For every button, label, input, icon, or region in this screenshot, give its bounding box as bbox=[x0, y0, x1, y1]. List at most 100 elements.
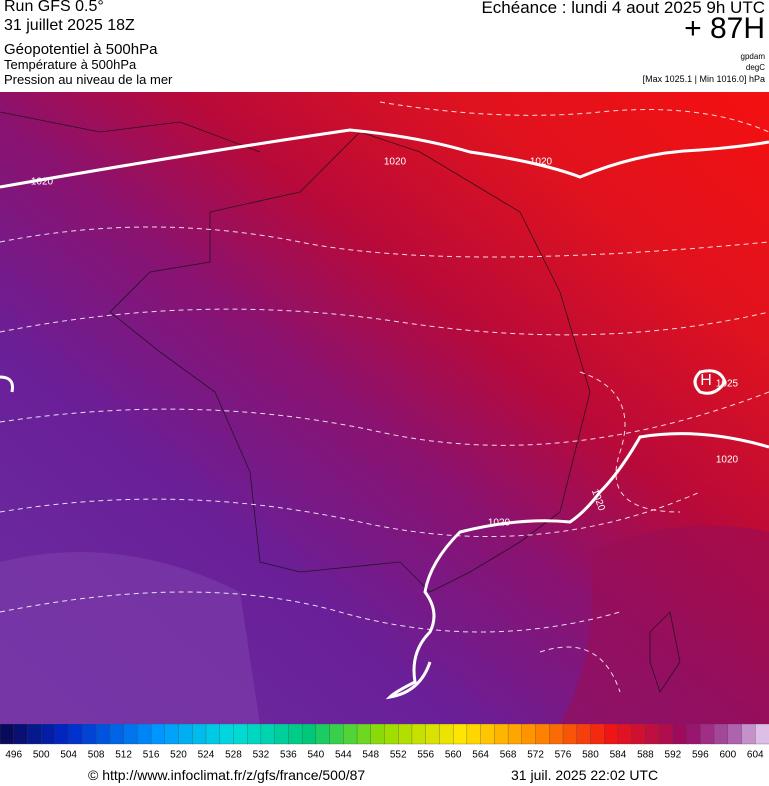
colorbar-label: 508 bbox=[88, 750, 105, 761]
colorbar-label: 532 bbox=[253, 750, 270, 761]
colorbar-swatch bbox=[82, 724, 97, 745]
run-date: 31 juillet 2025 18Z bbox=[4, 17, 135, 34]
colorbar-swatch bbox=[41, 724, 56, 745]
isotherms bbox=[0, 101, 769, 693]
colorbar-swatch bbox=[329, 724, 344, 745]
colorbar-swatch bbox=[384, 724, 399, 745]
colorbar-label: 524 bbox=[198, 750, 215, 761]
coastlines bbox=[0, 111, 681, 693]
colorbar-swatch bbox=[95, 724, 111, 745]
colorbar: 496 500 504 508 512 516 520 524 528 532 536 540 544 5… bbox=[0, 724, 769, 761]
unit-temp: degC bbox=[745, 63, 765, 72]
unit-geo: gpdam bbox=[740, 52, 765, 61]
isobar-label: 1020 bbox=[716, 455, 739, 466]
colorbar-swatch bbox=[411, 724, 427, 745]
temperature-label: Température à 500hPa bbox=[4, 57, 137, 72]
isobar-label: 1020 bbox=[384, 157, 407, 168]
pressure-range: [Max 1025.1 | Min 1016.0] hPa bbox=[642, 74, 765, 84]
colorbar-swatch bbox=[137, 724, 152, 745]
colorbar-swatch bbox=[192, 724, 207, 745]
colorbar-swatch bbox=[535, 724, 550, 745]
colorbar-swatch bbox=[178, 724, 193, 745]
colorbar-swatch bbox=[672, 724, 688, 745]
colorbar-label: 516 bbox=[143, 750, 160, 761]
colorbar-swatch bbox=[453, 724, 468, 745]
colorbar-swatch bbox=[521, 724, 537, 745]
isobar-label: 1020 bbox=[530, 157, 553, 168]
colorbar-swatch bbox=[576, 724, 592, 745]
colorbar-swatch bbox=[494, 724, 509, 745]
colorbar-label: 528 bbox=[225, 750, 242, 761]
colorbar-label: 540 bbox=[307, 750, 324, 761]
isobar-label: 1020 bbox=[488, 518, 511, 529]
colorbar-label: 556 bbox=[417, 750, 434, 761]
colorbar-swatch bbox=[27, 724, 42, 745]
colorbar-swatch bbox=[219, 724, 235, 745]
high-marker: H bbox=[700, 372, 712, 389]
colorbar-label: 544 bbox=[335, 750, 352, 761]
colorbar-swatch bbox=[562, 724, 578, 745]
colorbar-swatch bbox=[274, 724, 290, 745]
colorbar-label: 592 bbox=[665, 750, 682, 761]
colorbar-swatch bbox=[150, 724, 166, 745]
colorbar-swatch bbox=[727, 724, 743, 745]
colorbar-swatch bbox=[247, 724, 262, 745]
colorbar-swatch bbox=[301, 724, 317, 745]
colorbar-swatch bbox=[123, 724, 138, 745]
source-url: © http://www.infoclimat.fr/z/gfs/france/… bbox=[88, 767, 366, 783]
colorbar-label: 504 bbox=[60, 750, 77, 761]
colorbar-swatch bbox=[617, 724, 633, 745]
colorbar-label: 496 bbox=[5, 750, 22, 761]
timestamp: 31 juil. 2025 22:02 UTC bbox=[511, 767, 659, 783]
colorbar-swatch bbox=[315, 724, 331, 745]
colorbar-swatch bbox=[549, 724, 564, 745]
colorbar-label: 536 bbox=[280, 750, 297, 761]
colorbar-swatch bbox=[0, 724, 15, 745]
colorbar-label: 520 bbox=[170, 750, 187, 761]
colorbar-swatch bbox=[288, 724, 303, 745]
colorbar-swatch bbox=[645, 724, 660, 745]
model: Run GFS 0.5° bbox=[4, 0, 104, 15]
colorbar-label: 600 bbox=[719, 750, 736, 761]
colorbar-label: 500 bbox=[33, 750, 50, 761]
pressure-label: Pression au niveau de la mer bbox=[4, 72, 173, 87]
colorbar-swatch bbox=[68, 724, 84, 745]
warm-area bbox=[560, 525, 769, 724]
colorbar-swatch bbox=[741, 724, 756, 745]
colorbar-swatch bbox=[713, 724, 729, 745]
colorbar-swatch bbox=[398, 724, 413, 745]
colorbar-label: 604 bbox=[747, 750, 764, 761]
colorbar-swatch bbox=[205, 724, 221, 745]
colorbar-swatch bbox=[164, 724, 180, 745]
colorbar-label: 576 bbox=[555, 750, 572, 761]
colorbar-swatch bbox=[109, 724, 125, 745]
colorbar-swatch bbox=[13, 724, 29, 745]
colorbar-label: 584 bbox=[610, 750, 627, 761]
colorbar-swatch bbox=[233, 724, 248, 745]
colorbar-swatch bbox=[700, 724, 715, 745]
colorbar-swatch bbox=[658, 724, 674, 745]
colorbar-swatch bbox=[425, 724, 441, 745]
isobars bbox=[0, 128, 769, 700]
colorbar-swatch bbox=[480, 724, 496, 745]
colorbar-label: 568 bbox=[500, 750, 517, 761]
colorbar-label: 596 bbox=[692, 750, 709, 761]
colorbar-swatch bbox=[604, 724, 619, 745]
colorbar-swatch bbox=[370, 724, 386, 745]
isobar-label: 1025 bbox=[716, 379, 739, 390]
colorbar-label: 548 bbox=[362, 750, 379, 761]
colorbar-label: 580 bbox=[582, 750, 599, 761]
isobar-label: 1020 bbox=[31, 177, 54, 188]
field: Géopotentiel à 500hPa bbox=[4, 41, 158, 58]
colorbar-swatch bbox=[356, 724, 372, 745]
colorbar-swatch bbox=[343, 724, 358, 745]
colorbar-swatch bbox=[54, 724, 70, 745]
valid-time: Echéance : lundi 4 aout 2025 9h UTC bbox=[481, 0, 765, 17]
colorbar-label: 560 bbox=[445, 750, 462, 761]
colorbar-label: 564 bbox=[472, 750, 489, 761]
colorbar-swatch bbox=[507, 724, 523, 745]
colorbar-label: 512 bbox=[115, 750, 132, 761]
colorbar-swatch bbox=[686, 724, 701, 745]
